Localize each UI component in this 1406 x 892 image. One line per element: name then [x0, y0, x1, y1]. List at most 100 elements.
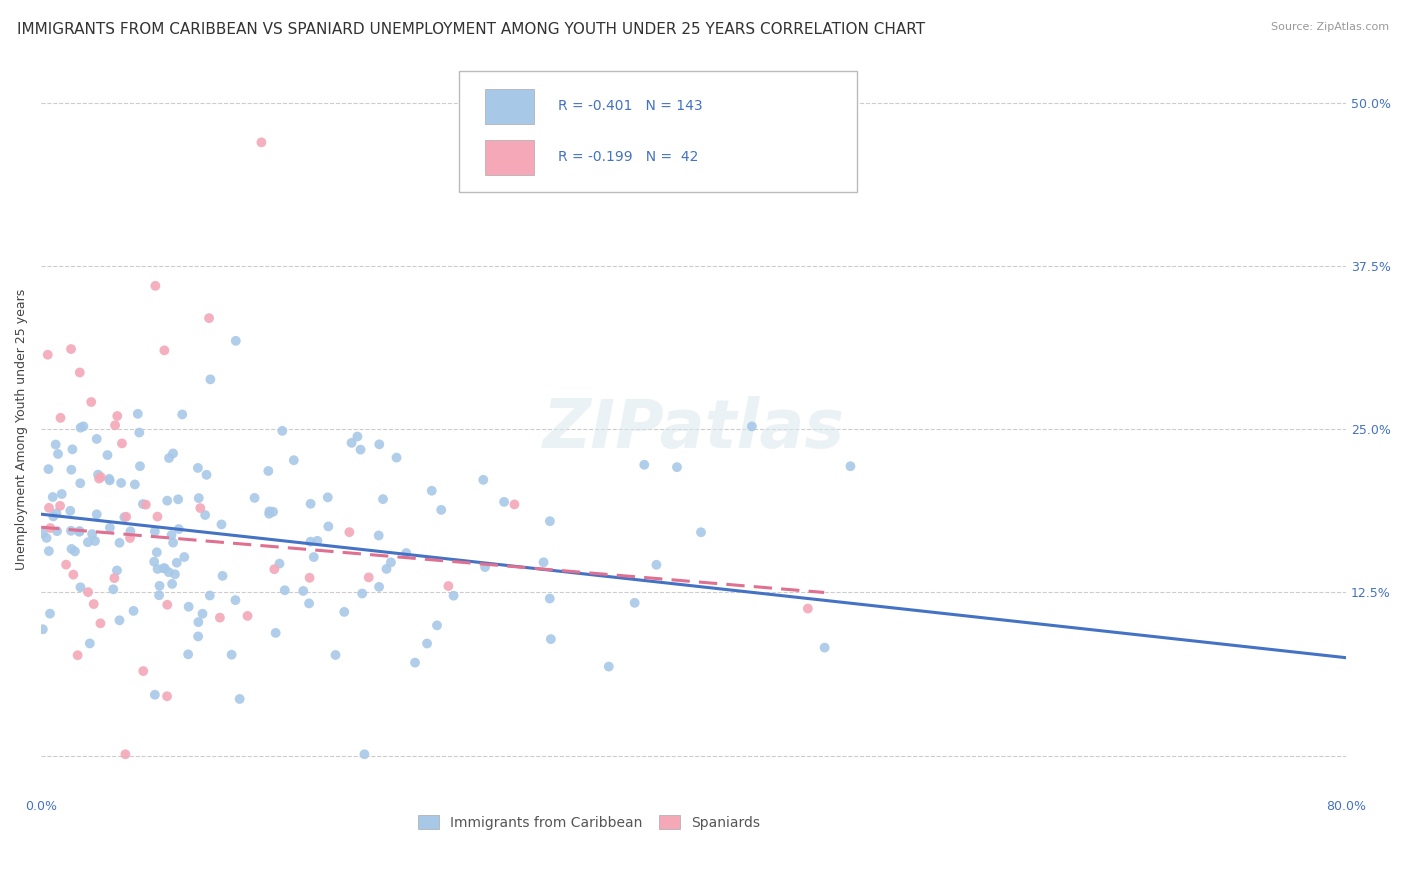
Point: [167, 492, 190, 507]
Point: [49, 499, 72, 513]
Point: [118, 531, 141, 545]
Point: [98, 474, 121, 488]
Point: [211, 569, 233, 583]
Point: [72, 419, 94, 434]
Point: [60, 342, 83, 356]
Point: [37, 462, 59, 476]
Point: [225, 334, 247, 348]
Point: [263, 562, 285, 576]
Text: R = -0.199   N =  42: R = -0.199 N = 42: [558, 150, 699, 164]
Point: [367, 528, 389, 542]
Point: [38, 544, 60, 558]
Point: [177, 599, 200, 614]
Point: [187, 615, 209, 629]
Point: [127, 407, 149, 421]
Point: [86, 508, 108, 522]
Point: [31, 526, 53, 541]
Point: [194, 508, 217, 522]
Point: [157, 450, 180, 465]
Point: [60, 442, 83, 457]
Point: [145, 278, 167, 293]
Point: [690, 525, 713, 540]
Point: [108, 613, 131, 627]
Point: [349, 442, 371, 457]
Point: [346, 429, 368, 443]
Point: [162, 446, 184, 460]
Point: [195, 467, 218, 482]
Point: [62, 567, 84, 582]
Point: [87, 467, 110, 482]
Point: [103, 582, 125, 597]
Point: [494, 495, 516, 509]
Point: [839, 459, 862, 474]
Point: [420, 483, 443, 498]
Point: [269, 557, 291, 571]
Point: [426, 618, 449, 632]
Point: [538, 591, 561, 606]
Point: [814, 640, 837, 655]
Text: IMMIGRANTS FROM CARIBBEAN VS SPANIARD UNEMPLOYMENT AMONG YOUTH UNDER 25 YEARS CO: IMMIGRANTS FROM CARIBBEAN VS SPANIARD UN…: [17, 22, 925, 37]
Point: [63, 544, 86, 558]
Point: [302, 549, 325, 564]
Point: [45, 437, 67, 451]
Point: [259, 504, 281, 518]
Point: [274, 583, 297, 598]
Point: [538, 514, 561, 528]
Point: [325, 648, 347, 662]
Point: [666, 460, 689, 475]
Point: [162, 535, 184, 549]
Point: [114, 747, 136, 762]
Text: Source: ZipAtlas.com: Source: ZipAtlas.com: [1271, 22, 1389, 32]
Point: [340, 435, 363, 450]
Point: [157, 565, 180, 579]
Point: [187, 629, 209, 643]
Point: [177, 648, 200, 662]
Point: [31, 622, 53, 636]
Point: [153, 343, 176, 358]
Point: [292, 584, 315, 599]
Point: [371, 492, 394, 507]
Point: [318, 519, 340, 533]
FancyBboxPatch shape: [485, 88, 534, 124]
Point: [380, 555, 402, 569]
Point: [198, 589, 221, 603]
Point: [173, 549, 195, 564]
Point: [271, 424, 294, 438]
Point: [132, 664, 155, 678]
Point: [146, 509, 169, 524]
Point: [257, 507, 280, 521]
Point: [104, 418, 127, 433]
Point: [156, 493, 179, 508]
Point: [257, 464, 280, 478]
Point: [200, 372, 222, 386]
Point: [262, 505, 284, 519]
Point: [69, 580, 91, 594]
Point: [540, 632, 562, 646]
Point: [741, 419, 763, 434]
Point: [60, 463, 83, 477]
Y-axis label: Unemployment Among Youth under 25 years: Unemployment Among Youth under 25 years: [15, 289, 28, 570]
Point: [474, 560, 496, 574]
Point: [375, 562, 398, 576]
Point: [167, 522, 190, 536]
Point: [337, 525, 360, 540]
Point: [187, 491, 209, 505]
Point: [46, 447, 69, 461]
Point: [35, 531, 58, 545]
Point: [385, 450, 408, 465]
Point: [472, 473, 495, 487]
Point: [59, 524, 82, 538]
Point: [45, 506, 67, 520]
Point: [352, 586, 374, 600]
Point: [77, 585, 100, 599]
Point: [208, 610, 231, 624]
Point: [211, 517, 233, 532]
Point: [316, 491, 339, 505]
Point: [55, 558, 77, 572]
Point: [198, 311, 221, 326]
Point: [128, 425, 150, 440]
Point: [90, 470, 112, 484]
Point: [46, 524, 69, 538]
Point: [69, 476, 91, 491]
Point: [299, 497, 322, 511]
